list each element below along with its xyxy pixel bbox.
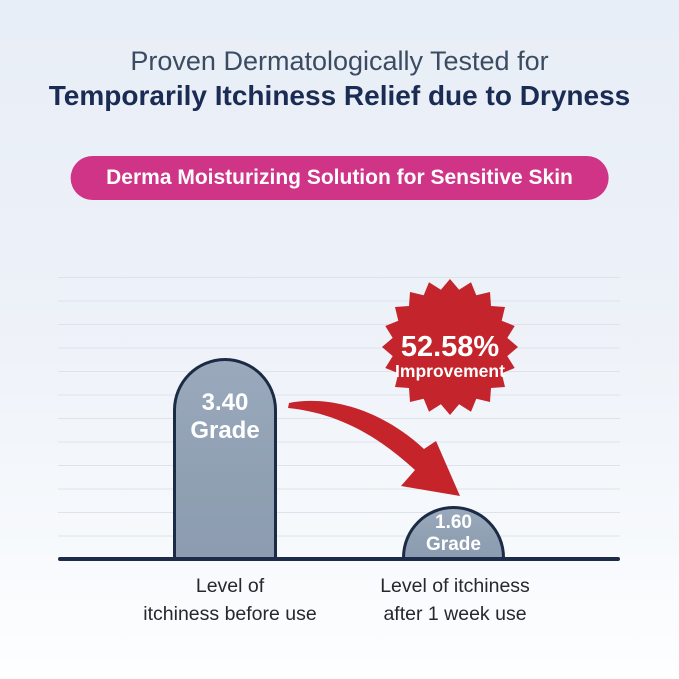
bar-unit: Grade (426, 533, 481, 555)
bar-value: 1.60 (435, 512, 472, 533)
bar-value-label: 1.60 Grade (405, 512, 502, 556)
bar-value-label: 3.40 Grade (176, 389, 274, 446)
x-label-after-use: Level of itchiness after 1 week use (320, 573, 590, 628)
x-label-line: Level of itchiness (380, 575, 530, 597)
bar-after-use: 1.60 Grade (402, 506, 505, 558)
chart-gridlines (58, 277, 620, 559)
x-label-before-use: Level of itchiness before use (95, 573, 365, 628)
page-title-line1: Proven Dermatologically Tested for (130, 46, 549, 76)
x-axis-line (58, 557, 620, 561)
x-label-line: Level of (195, 575, 265, 597)
bar-value: 3.40 (201, 389, 249, 416)
bar-unit: Grade (190, 417, 260, 445)
x-label-line: after 1 week use (383, 602, 527, 625)
page-title-line2: Temporarily Itchiness Relief due to Dryn… (48, 80, 631, 111)
product-claim-badge: Derma Moisturizing Solution for Sensitiv… (70, 156, 609, 200)
bar-before-use: 3.40 Grade (173, 358, 277, 558)
x-label-line: itchiness before use (143, 602, 317, 625)
